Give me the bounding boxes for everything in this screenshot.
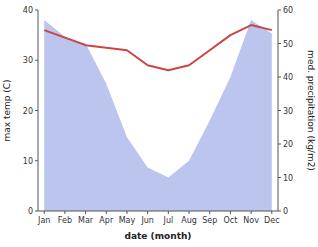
y2-tick [278,110,281,111]
x-tick-label: Aug [181,216,197,225]
x-tick-label: Jun [140,216,154,225]
x-tick-label: Jul [163,216,174,225]
x-axis-line [38,211,278,212]
x-tick [126,211,127,214]
x-tick-label: Apr [99,216,114,225]
y-tick [35,160,38,161]
x-tick [168,211,169,214]
x-tick-label: Dec [264,216,279,225]
y2-tick-label: 50 [283,40,293,49]
y2-tick-label: 0 [283,207,288,216]
x-tick [271,211,272,214]
temperature-line [44,25,272,70]
x-tick [209,211,210,214]
y-tick [35,60,38,61]
x-tick [147,211,148,214]
precipitation-area [44,20,272,211]
x-tick [230,211,231,214]
x-tick [189,211,190,214]
y2-tick [278,177,281,178]
x-tick-label: Nov [243,216,259,225]
y2-axis-label: med. precipitation (kg/m2) [306,50,316,171]
chart-container: Jan Feb Mar Apr May Jun Jul Aug Sep Oct Nov Dec 0 10 2… [0,0,318,247]
y2-tick [278,211,281,212]
x-tick-label: May [119,216,136,225]
y-tick [35,110,38,111]
x-tick-label: Mar [78,216,94,225]
x-tick-label: Jan [37,216,50,225]
y2-tick [278,77,281,78]
y-tick-label: 10 [23,157,33,166]
x-tick [85,211,86,214]
x-tick-label: Sep [202,216,217,225]
x-tick [251,211,252,214]
y-tick-label: 20 [23,107,33,116]
y-tick-label: 0 [28,207,33,216]
y2-tick-label: 10 [283,174,293,183]
y2-tick [278,144,281,145]
x-tick-label: Oct [223,216,237,225]
x-tick [44,211,45,214]
y2-tick [278,43,281,44]
y2-tick-label: 40 [283,73,293,82]
x-tick [106,211,107,214]
y2-tick-label: 30 [283,107,293,116]
y-tick-label: 40 [23,6,33,15]
y-tick-label: 30 [23,56,33,65]
y2-tick-label: 60 [283,6,293,15]
chart-svg: Jan Feb Mar Apr May Jun Jul Aug Sep Oct Nov Dec 0 10 2… [0,0,318,247]
x-tick [64,211,65,214]
y2-tick-label: 20 [283,140,293,149]
y-tick [35,10,38,11]
y-axis-label: max temp (C) [2,79,12,141]
x-tick-label: Feb [58,216,72,225]
y2-tick [278,10,281,11]
plot-area [44,20,272,211]
x-axis-label: date (month) [125,231,192,241]
y-tick [35,211,38,212]
